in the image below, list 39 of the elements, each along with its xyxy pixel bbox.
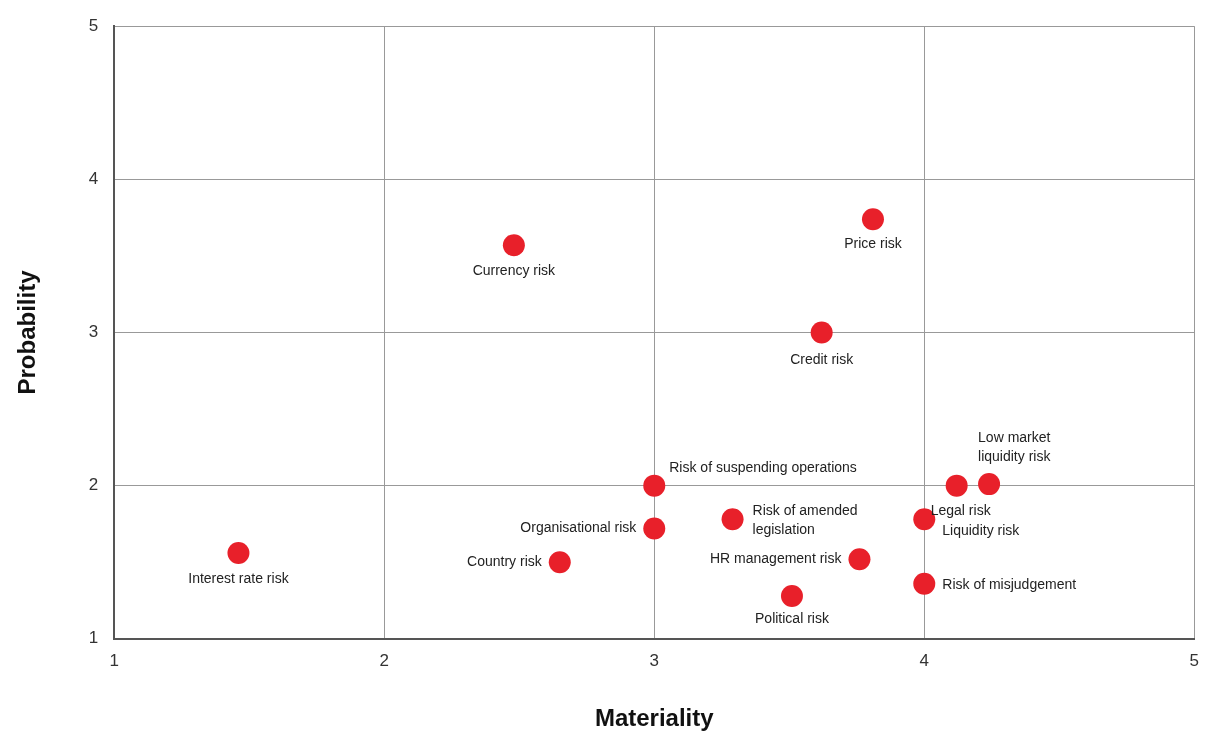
y-tick-label: 4 — [88, 169, 99, 189]
annotation: Risk of amended legislation — [752, 502, 858, 538]
x-axis-title: Materiality — [594, 704, 715, 732]
annotation: Low market liquidity risk — [978, 428, 1052, 464]
y-tick-label: 2 — [88, 475, 99, 495]
point — [643, 517, 666, 540]
annotation: HR management risk — [709, 550, 843, 567]
x-tick-label: 4 — [919, 650, 929, 670]
point — [721, 508, 744, 531]
x-tick-label: 2 — [379, 650, 389, 670]
annotation: Currency risk — [472, 262, 557, 279]
point — [848, 548, 871, 571]
annotation: Country risk — [467, 553, 543, 570]
annotation: Liquidity risk — [942, 522, 1021, 539]
annotation: Credit risk — [790, 351, 855, 368]
y-tick-label: 5 — [88, 15, 99, 35]
x-tick-label: 1 — [109, 650, 119, 670]
point — [945, 474, 968, 497]
annotation: Price risk — [844, 235, 903, 252]
point — [502, 234, 525, 257]
y-tick-label: 3 — [88, 322, 99, 342]
x-tick-label: 5 — [1189, 650, 1200, 670]
point — [643, 474, 666, 497]
point — [810, 321, 833, 344]
annotation: Political risk — [755, 609, 830, 626]
point — [548, 551, 571, 574]
annotation: Legal risk — [930, 501, 992, 518]
x-tick-label: 3 — [649, 650, 659, 670]
annotation: Interest rate risk — [188, 569, 290, 586]
y-tick-label: 1 — [88, 628, 99, 648]
annotation: Risk of misjudgement — [942, 575, 1077, 592]
point — [861, 208, 884, 231]
y-axis-title: Probability — [13, 269, 41, 395]
point — [913, 572, 936, 595]
point — [780, 584, 803, 607]
point — [227, 542, 250, 565]
annotation: Risk of suspending operations — [669, 458, 857, 475]
annotation: Organisational risk — [520, 519, 638, 536]
point — [978, 473, 1001, 496]
